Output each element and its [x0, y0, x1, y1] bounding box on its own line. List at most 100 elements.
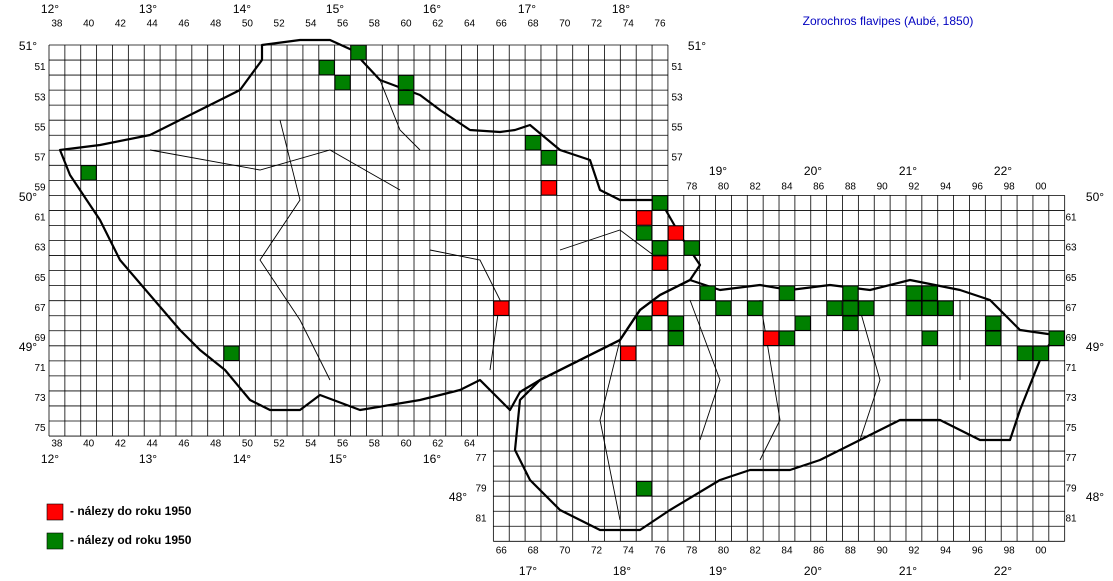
- row-label: 55: [34, 122, 46, 133]
- column-label: 56: [337, 19, 349, 30]
- column-label: 00: [1035, 546, 1047, 557]
- column-label: 48: [210, 19, 222, 30]
- column-label: 94: [940, 182, 952, 193]
- column-label: 42: [115, 439, 127, 450]
- find-square: [525, 135, 541, 151]
- row-label: 73: [1065, 393, 1077, 404]
- find-square: [334, 75, 351, 90]
- column-label: 70: [559, 19, 571, 30]
- find-square: [699, 285, 716, 301]
- column-label: 76: [654, 19, 666, 30]
- longitude-label: 20°: [804, 564, 822, 578]
- longitude-label: 16°: [423, 2, 441, 16]
- find-square: [922, 300, 938, 316]
- row-label: 67: [34, 303, 46, 314]
- longitude-label: 14°: [233, 452, 251, 466]
- column-label: 50: [242, 19, 254, 30]
- find-square: [937, 300, 954, 316]
- column-label: 86: [813, 546, 825, 557]
- find-square: [1017, 345, 1033, 361]
- column-label: 72: [591, 546, 603, 557]
- column-label: 68: [527, 546, 539, 557]
- column-label: 54: [305, 19, 317, 30]
- column-label: 54: [305, 439, 317, 450]
- column-label: 68: [527, 19, 539, 30]
- find-square: [668, 315, 684, 331]
- column-label: 42: [115, 19, 127, 30]
- row-label: 61: [34, 213, 46, 224]
- row-label: 71: [1065, 363, 1077, 374]
- column-label: 92: [908, 546, 920, 557]
- squares: [80, 45, 1065, 497]
- column-label: 84: [781, 546, 793, 557]
- latitude-label: 51°: [19, 39, 37, 53]
- column-label: 52: [274, 19, 286, 30]
- column-label: 66: [496, 19, 508, 30]
- longitude-label: 19°: [709, 564, 727, 578]
- column-label: 88: [845, 546, 857, 557]
- column-label: 76: [654, 546, 666, 557]
- legend-swatch: [46, 532, 64, 550]
- legend-label: - nálezy do roku 1950: [70, 504, 192, 518]
- find-square: [398, 75, 414, 90]
- find-square: [541, 180, 557, 196]
- find-square: [985, 330, 1002, 346]
- column-label: 58: [369, 19, 381, 30]
- czech-border: [58, 38, 702, 412]
- column-label: 78: [686, 546, 698, 557]
- find-square: [906, 285, 922, 301]
- column-label: 82: [750, 546, 762, 557]
- row-label: 59: [34, 183, 46, 194]
- column-label: 44: [147, 439, 159, 450]
- find-square: [620, 345, 636, 361]
- find-square: [668, 225, 684, 241]
- slovak-border: [513, 278, 1057, 532]
- row-label: 57: [34, 152, 46, 163]
- column-label: 38: [51, 439, 63, 450]
- find-square: [652, 255, 668, 271]
- labels: Zorochros flavipes (Aubé, 1850) - nálezy…: [19, 2, 1104, 578]
- row-label: 75: [1065, 423, 1077, 434]
- column-label: 98: [1004, 182, 1016, 193]
- column-label: 56: [337, 439, 349, 450]
- longitude-label: 18°: [613, 564, 631, 578]
- find-square: [842, 315, 859, 331]
- longitude-label: 17°: [518, 2, 536, 16]
- row-label: 67: [1065, 303, 1077, 314]
- row-label: 61: [1065, 213, 1077, 224]
- column-label: 74: [623, 546, 635, 557]
- column-label: 94: [940, 546, 952, 557]
- column-label: 74: [623, 19, 635, 30]
- find-square: [985, 315, 1002, 331]
- find-square: [779, 285, 795, 301]
- column-label: 96: [972, 546, 984, 557]
- row-label: 63: [1065, 243, 1077, 254]
- longitude-label: 13°: [139, 452, 157, 466]
- column-label: 86: [813, 182, 825, 193]
- row-label: 53: [671, 92, 683, 103]
- find-square: [668, 330, 684, 346]
- column-label: 92: [908, 182, 920, 193]
- row-label: 75: [34, 423, 46, 434]
- latitude-label: 50°: [19, 190, 37, 204]
- row-label: 81: [475, 513, 487, 524]
- column-label: 64: [464, 439, 476, 450]
- longitude-label: 22°: [994, 164, 1012, 178]
- find-square: [636, 225, 652, 241]
- column-label: 44: [147, 19, 159, 30]
- row-label: 55: [671, 122, 683, 133]
- row-label: 73: [34, 393, 46, 404]
- column-label: 46: [178, 19, 190, 30]
- find-square: [493, 300, 510, 316]
- column-label: 70: [559, 546, 571, 557]
- row-label: 65: [1065, 273, 1077, 284]
- column-label: 82: [750, 182, 762, 193]
- find-square: [398, 90, 414, 105]
- column-label: 40: [83, 439, 95, 450]
- column-label: 88: [845, 182, 857, 193]
- row-label: 51: [671, 62, 683, 73]
- row-label: 69: [1065, 333, 1077, 344]
- column-label: 60: [401, 19, 413, 30]
- find-square: [922, 285, 938, 301]
